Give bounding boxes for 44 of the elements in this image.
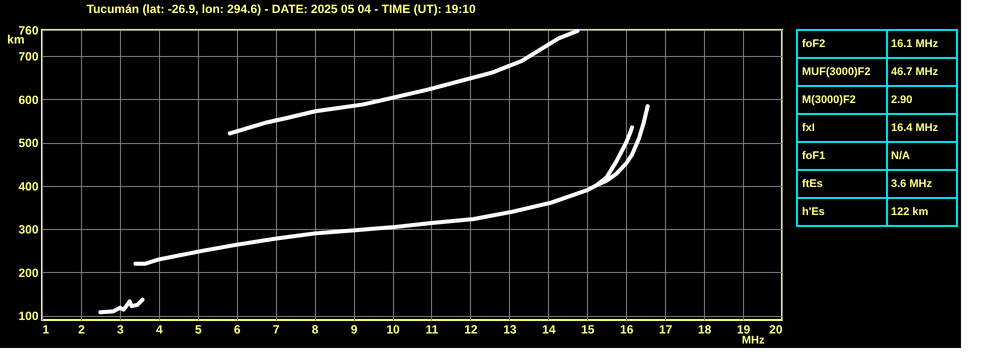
x-tick-label: 14	[542, 322, 556, 336]
x-axis-title: MHz	[742, 334, 765, 346]
y-tick-label: 300	[18, 222, 39, 237]
x-tick-label: 17	[658, 322, 673, 336]
x-tick-label: 5	[194, 322, 202, 336]
y-tick-label: 500	[18, 136, 39, 150]
x-tick-label: 8	[312, 322, 319, 336]
x-tick-label: 19	[736, 322, 751, 336]
text: h'Es	[802, 206, 825, 218]
text: MUF(3000)F2	[802, 66, 870, 78]
x-tick-label: 15	[581, 322, 595, 336]
x-tick-label: 6	[234, 322, 241, 336]
x-tick-label: 10	[386, 322, 400, 336]
x-tick-label: 11	[426, 322, 439, 336]
text: N/A	[891, 150, 910, 162]
x-tick-label: 12	[464, 322, 478, 336]
text: 3.6 MHz	[891, 178, 932, 190]
x-tick-label: 18	[698, 322, 712, 336]
y-tick-label: 760	[18, 24, 39, 38]
x-tick-label: 4	[156, 322, 163, 336]
text: 16.4 MHz	[891, 122, 939, 134]
text: ftEs	[802, 178, 823, 190]
text: fxI	[802, 122, 815, 134]
x-tick-label: 1	[42, 322, 50, 336]
x-tick-label: 13	[503, 322, 517, 336]
text: M(3000)F2	[802, 94, 856, 106]
y-tick-label: 400	[18, 179, 39, 194]
x-tick-label: 9	[350, 322, 358, 336]
text: foF1	[802, 150, 826, 162]
x-tick-label: 20	[769, 322, 783, 336]
chart-title: Tucumán (lat: -26.9, lon: 294.6) - DATE: 2025 05 04 - TIME (UT): 19:10	[86, 2, 476, 16]
text: 16.1 MHz	[891, 38, 939, 50]
x-tick-label: 16	[620, 322, 634, 336]
y-tick-label: 100	[18, 309, 39, 324]
x-tick-label: 3	[117, 322, 124, 336]
y-tick-label: 600	[18, 92, 39, 107]
text: 122 km	[891, 206, 929, 218]
y-tick-label: 200	[18, 266, 39, 280]
x-tick-label: 7	[272, 322, 280, 336]
y-tick-label: 700	[18, 49, 39, 64]
x-tick-label: 2	[78, 322, 86, 336]
text: 46.7 MHz	[891, 66, 939, 78]
text: 2.90	[891, 94, 912, 106]
text: foF2	[802, 38, 826, 50]
